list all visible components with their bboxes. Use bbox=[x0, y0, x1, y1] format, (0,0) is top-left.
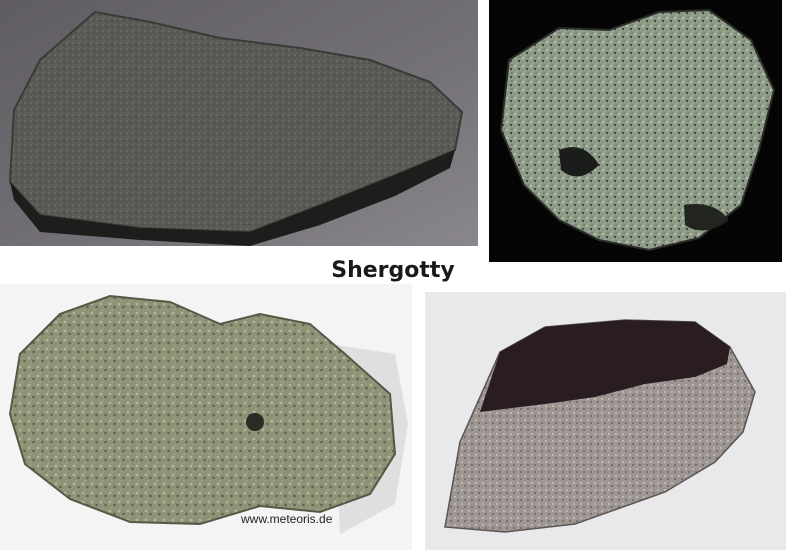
page-title: Shergotty bbox=[331, 258, 455, 283]
credit-text: www.meteoris.de bbox=[241, 512, 333, 526]
meteorite-slab-photo bbox=[0, 0, 478, 246]
meteorite-crusted-fragment-photo bbox=[425, 292, 786, 550]
meteorite-fragment-photo bbox=[489, 0, 782, 262]
meteorite-green-fragment-photo bbox=[0, 284, 412, 550]
